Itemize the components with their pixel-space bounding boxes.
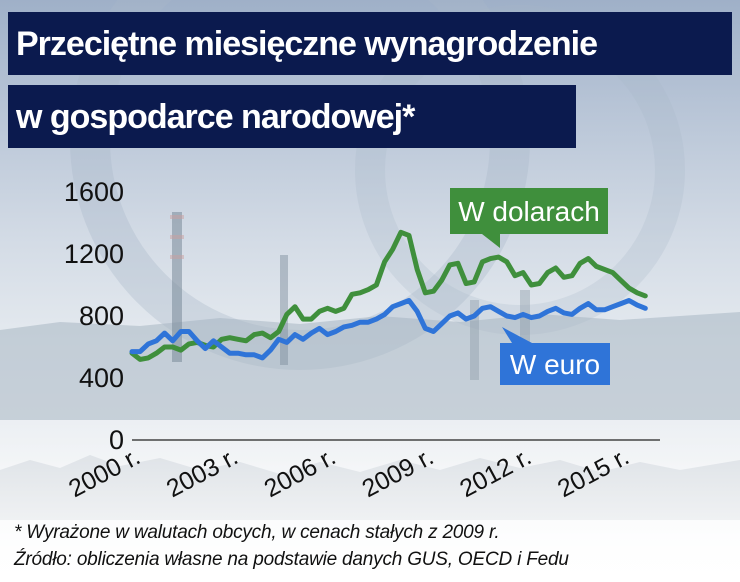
chart-title-line-2: w gospodarce narodowej*	[8, 85, 576, 148]
x-tick-label: 2015 r.	[553, 443, 634, 504]
y-axis: 0 400 800 1200 1600	[64, 177, 124, 455]
x-tick-label: 2009 r.	[358, 443, 439, 504]
series-line-usd	[129, 229, 648, 362]
callout-eur: W euro	[500, 327, 610, 385]
chart-title-line-1: Przeciętne miesięczne wynagrodzenie	[8, 12, 732, 75]
x-tick-label: 2003 r.	[162, 443, 243, 504]
x-tick-label: 2012 r.	[455, 443, 536, 504]
footnote: * Wyrażone w walutach obcych, w cenach s…	[14, 522, 500, 543]
callout-label: W euro	[510, 349, 600, 380]
source-note: Źródło: obliczenia własne na podstawie d…	[14, 549, 569, 570]
callout-pointer	[502, 327, 532, 343]
callout-layer: W dolarach W euro	[450, 188, 610, 385]
y-tick-label: 1200	[64, 239, 124, 269]
callout-label: W dolarach	[458, 196, 600, 227]
callout-pointer	[482, 234, 500, 248]
callout-usd: W dolarach	[450, 188, 608, 248]
y-tick-label: 0	[109, 425, 124, 455]
series-line-eur	[129, 298, 648, 361]
series-layer	[129, 229, 648, 362]
y-tick-label: 800	[79, 301, 124, 331]
y-tick-label: 400	[79, 363, 124, 393]
y-tick-label: 1600	[64, 177, 124, 207]
callout-box	[450, 188, 608, 234]
x-axis: 2000 r. 2003 r. 2006 r. 2009 r. 2012 r. 2015 …	[64, 439, 660, 504]
x-tick-label: 2006 r.	[260, 443, 341, 504]
callout-box	[500, 343, 610, 385]
x-tick-label: 2000 r.	[64, 443, 145, 504]
